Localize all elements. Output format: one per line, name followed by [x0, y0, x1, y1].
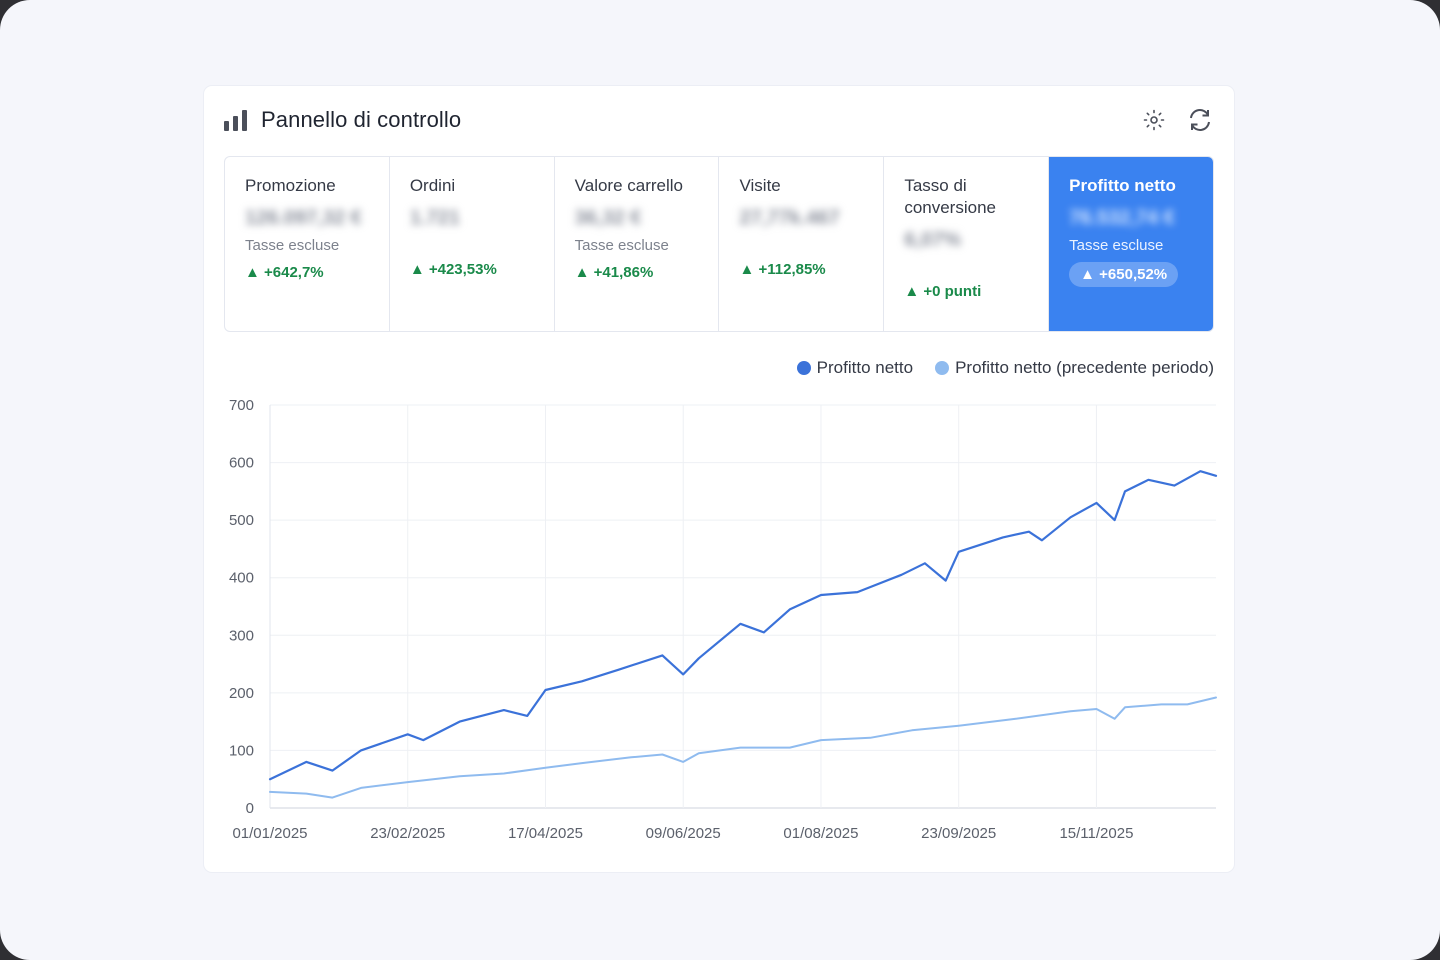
y-tick-label: 700: [229, 397, 254, 414]
kpi-value: 27,77k.467: [739, 207, 840, 229]
kpi-value: 1.721: [409, 207, 460, 229]
kpi-delta-badge: ▲ +650,52%: [1069, 262, 1179, 287]
kpi-value: 76.532,74 €: [1069, 207, 1175, 229]
legend-item-current[interactable]: Profitto netto: [796, 358, 914, 378]
kpi-valore-carrello[interactable]: Valore carrello 36,32 € Tasse escluse ▲ …: [555, 157, 720, 331]
settings-icon: [1143, 109, 1165, 131]
kpi-promozione[interactable]: Promozione 126.097,32 € Tasse escluse ▲ …: [225, 157, 390, 331]
series-line-profitto-netto: [268, 470, 1218, 781]
kpi-sub: Tasse escluse: [574, 237, 669, 254]
kpi-delta: ▲ +423,53%: [409, 261, 497, 278]
legend-dot-current: [796, 361, 811, 375]
y-tick-label: 500: [229, 512, 254, 529]
y-tick-label: 100: [229, 742, 254, 759]
panel-header: Pannello di controllo: [224, 102, 1214, 138]
legend-dot-previous: [935, 361, 950, 375]
kpi-value: 126.097,32 €: [245, 207, 362, 229]
x-tick-label: 01/08/2025: [783, 825, 858, 842]
kpi-label: Visite: [739, 176, 781, 195]
x-tick-label: 23/02/2025: [370, 825, 445, 842]
kpi-delta: ▲ +112,85%: [739, 261, 826, 278]
kpi-sub: Tasse escluse: [245, 237, 340, 254]
kpi-sub: Tasse escluse: [1069, 237, 1164, 254]
line-chart: 0 100 200 300 400 500 600 700 01/01/2025 23/02/20…: [229, 397, 1218, 842]
x-tick-label: 15/11/2025: [1059, 825, 1133, 842]
kpi-label: Tasso di conversione: [904, 176, 996, 217]
y-tick-label: 300: [229, 627, 254, 644]
refresh-button[interactable]: [1186, 106, 1214, 134]
x-tick-label: 17/04/2025: [508, 825, 583, 842]
y-tick-label: 400: [229, 570, 254, 587]
kpi-tasso-conversione[interactable]: Tasso di conversione 6,07% ▲ +0 punti: [884, 157, 1050, 331]
kpi-value: 6,07%: [904, 229, 962, 251]
y-tick-label: 200: [229, 685, 254, 702]
kpi-value: 36,32 €: [574, 207, 642, 229]
chart-legend: Profitto netto Profitto netto (precedent…: [796, 358, 1214, 378]
x-tick-label: 09/06/2025: [646, 825, 721, 842]
page-title: Pannello di controllo: [261, 107, 462, 132]
legend-item-previous[interactable]: Profitto netto (precedente periodo): [935, 358, 1214, 378]
series-line-precedente-periodo: [269, 696, 1217, 799]
kpi-label: Valore carrello: [574, 176, 683, 195]
dashboard-panel: Pannello di controllo: [204, 86, 1234, 872]
kpi-delta: ▲ +41,86%: [574, 264, 654, 281]
y-tick-label: 0: [246, 800, 254, 817]
bar-chart-icon: [224, 109, 247, 131]
x-tick-label: 01/01/2025: [232, 825, 307, 842]
kpi-label: Ordini: [409, 176, 456, 195]
kpi-profitto-netto[interactable]: Profitto netto 76.532,74 € Tasse escluse…: [1049, 157, 1213, 331]
header-actions: [1140, 106, 1214, 134]
kpi-row: Promozione 126.097,32 € Tasse escluse ▲ …: [224, 156, 1214, 332]
legend-label: Profitto netto (precedente periodo): [955, 358, 1214, 377]
kpi-delta: ▲ +0 punti: [904, 283, 982, 300]
kpi-ordini[interactable]: Ordini 1.721 ▲ +423,53%: [390, 157, 555, 331]
kpi-label: Profitto netto: [1069, 176, 1176, 195]
kpi-delta: ▲ +642,7%: [245, 264, 324, 281]
kpi-label: Promozione: [245, 176, 336, 195]
x-tick-label: 23/09/2025: [921, 825, 996, 842]
y-tick-label: 600: [229, 455, 254, 472]
settings-button[interactable]: [1140, 106, 1168, 134]
kpi-visite[interactable]: Visite 27,77k.467 ▲ +112,85%: [719, 157, 885, 331]
refresh-icon: [1190, 109, 1210, 131]
legend-label: Profitto netto: [816, 358, 914, 377]
